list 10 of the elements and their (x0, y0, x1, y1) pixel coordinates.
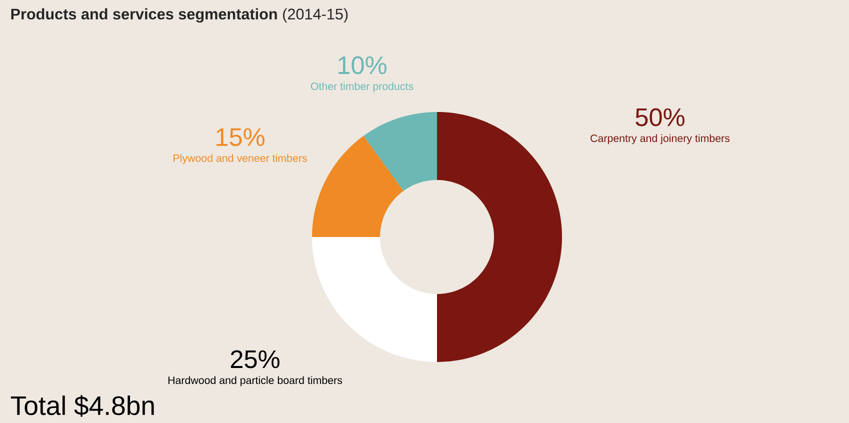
data-label: 15% (216, 128, 264, 146)
chart-title: Products and services segmentation (2014-15) (11, 8, 348, 23)
slice-label: Other timber products (310, 82, 414, 92)
data-label: 10% (338, 56, 386, 74)
text: Total $4.8bn (10, 395, 154, 417)
slice-label: Carpentry and joinery timbers (590, 134, 730, 144)
data-label: 25% (230, 350, 280, 368)
slice-label: Plywood and veneer timbers (174, 154, 307, 164)
slice-label: Hardwood and particle board timbers (168, 376, 342, 386)
data-label: 50% (636, 108, 684, 126)
